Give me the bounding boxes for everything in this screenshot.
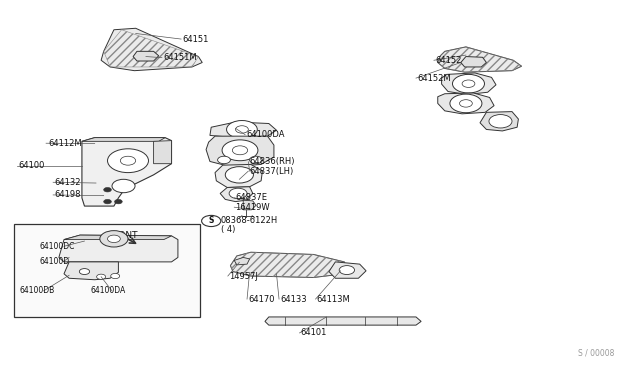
Polygon shape bbox=[82, 138, 172, 206]
Text: 64836(RH): 64836(RH) bbox=[250, 157, 295, 166]
Circle shape bbox=[108, 235, 120, 243]
Text: 64100DA: 64100DA bbox=[246, 130, 285, 139]
Circle shape bbox=[250, 156, 262, 164]
Circle shape bbox=[115, 199, 122, 204]
Text: 64100D: 64100D bbox=[40, 257, 70, 266]
Polygon shape bbox=[265, 317, 421, 325]
Circle shape bbox=[450, 94, 482, 113]
Circle shape bbox=[97, 274, 106, 279]
Circle shape bbox=[112, 179, 135, 193]
Circle shape bbox=[202, 215, 221, 227]
Polygon shape bbox=[220, 187, 253, 202]
Polygon shape bbox=[438, 47, 522, 72]
Polygon shape bbox=[461, 57, 486, 67]
Polygon shape bbox=[210, 122, 276, 138]
Polygon shape bbox=[82, 138, 165, 141]
Circle shape bbox=[104, 199, 111, 204]
Polygon shape bbox=[59, 235, 178, 262]
Circle shape bbox=[236, 126, 248, 133]
Circle shape bbox=[452, 74, 484, 93]
Text: 64100DB: 64100DB bbox=[19, 286, 54, 295]
Text: 64837E: 64837E bbox=[236, 193, 268, 202]
Text: 64112M: 64112M bbox=[48, 139, 82, 148]
Polygon shape bbox=[154, 141, 172, 164]
Text: 08368-6122H: 08368-6122H bbox=[221, 217, 278, 225]
Text: 64132: 64132 bbox=[54, 178, 81, 187]
Text: 64100DA: 64100DA bbox=[91, 286, 126, 295]
Polygon shape bbox=[215, 164, 262, 187]
Text: 64113M: 64113M bbox=[317, 295, 351, 304]
Circle shape bbox=[108, 149, 148, 173]
Polygon shape bbox=[101, 28, 202, 71]
Polygon shape bbox=[480, 112, 518, 131]
Polygon shape bbox=[442, 73, 496, 94]
Polygon shape bbox=[438, 93, 494, 114]
Text: 14957J: 14957J bbox=[229, 272, 258, 280]
Text: 64151: 64151 bbox=[182, 35, 209, 44]
Text: 64170: 64170 bbox=[248, 295, 275, 304]
Text: S: S bbox=[209, 217, 214, 225]
Polygon shape bbox=[206, 136, 274, 167]
Text: S / 00008: S / 00008 bbox=[578, 349, 614, 358]
Bar bbox=[14, 224, 200, 317]
Polygon shape bbox=[64, 262, 118, 280]
Text: 64837(LH): 64837(LH) bbox=[250, 167, 294, 176]
Text: FRONT: FRONT bbox=[108, 231, 138, 240]
Circle shape bbox=[218, 156, 230, 164]
Text: 64151M: 64151M bbox=[163, 53, 197, 62]
Circle shape bbox=[100, 231, 128, 247]
Circle shape bbox=[111, 273, 120, 279]
Polygon shape bbox=[243, 200, 256, 210]
Polygon shape bbox=[329, 262, 366, 278]
Circle shape bbox=[120, 156, 136, 165]
Polygon shape bbox=[64, 235, 172, 240]
Circle shape bbox=[339, 266, 355, 275]
Circle shape bbox=[229, 188, 247, 199]
Text: 64133: 64133 bbox=[280, 295, 307, 304]
Text: 64152: 64152 bbox=[435, 56, 461, 65]
Polygon shape bbox=[230, 252, 347, 278]
Circle shape bbox=[227, 121, 257, 138]
Circle shape bbox=[462, 80, 475, 87]
Text: ( 4): ( 4) bbox=[221, 225, 235, 234]
Circle shape bbox=[222, 140, 258, 161]
Polygon shape bbox=[133, 51, 159, 61]
Circle shape bbox=[232, 146, 248, 155]
Circle shape bbox=[489, 115, 512, 128]
Text: 64198: 64198 bbox=[54, 190, 81, 199]
Text: 16419W: 16419W bbox=[236, 203, 270, 212]
Polygon shape bbox=[234, 257, 250, 265]
Circle shape bbox=[104, 187, 111, 192]
Text: 64152M: 64152M bbox=[417, 74, 451, 83]
Text: 64101: 64101 bbox=[301, 328, 327, 337]
Text: 64100: 64100 bbox=[18, 161, 44, 170]
Circle shape bbox=[79, 269, 90, 275]
Text: 64100DC: 64100DC bbox=[40, 242, 75, 251]
Circle shape bbox=[460, 100, 472, 107]
Circle shape bbox=[225, 167, 253, 183]
